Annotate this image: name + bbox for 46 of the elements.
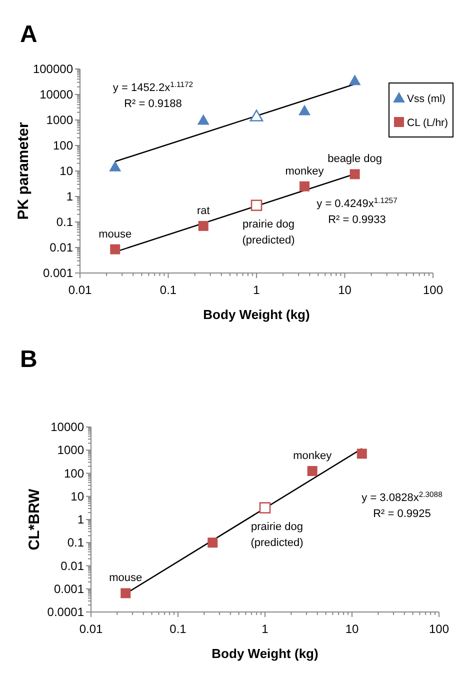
y-tick-label: 0.1	[67, 536, 84, 550]
x-tick-label: 100	[422, 283, 444, 297]
y-tick-label: 100000	[32, 62, 74, 76]
x-tick-label: 10	[338, 283, 352, 297]
y-tick-label: 0.001	[54, 582, 84, 596]
x-tick-label: 1	[253, 283, 260, 297]
y-tick-label: 10	[70, 489, 84, 504]
y-tick-label: 10000	[50, 420, 84, 434]
annotation: beagle dog	[328, 153, 382, 166]
annotation: prairie dog (predicted)	[250, 520, 304, 549]
y-tick-label: 0.01	[50, 240, 74, 254]
y-tick-label: 0.0001	[47, 605, 84, 619]
legend-label: CL (L/hr)	[407, 117, 448, 129]
y-tick-label: 1	[66, 190, 74, 204]
text: y = 0.4249x$^{1.1257}$ R² = 0.9933	[316, 196, 398, 226]
x-tick-label: 0.1	[160, 283, 177, 297]
x-tick-label: 0.01	[79, 622, 103, 636]
annotation: monkey	[293, 450, 332, 462]
x-tick-label: 1	[262, 622, 269, 636]
legend-label: Vss (ml)	[407, 93, 446, 105]
y-axis-title: PK parameter	[15, 122, 32, 220]
annotation: rat	[196, 204, 210, 217]
text: y = 1452.2x$^{1.1172}$ R² = 0.9188	[112, 80, 194, 110]
y-tick-label: 1	[77, 512, 84, 526]
x-tick-label: 10	[345, 622, 359, 636]
x-axis-title: Body Weight (kg)	[212, 646, 318, 661]
y-tick-label: 0.1	[56, 215, 74, 229]
y-tick-label: 1000	[57, 443, 84, 458]
annotation: mouse	[98, 228, 132, 240]
x-tick-label: 100	[428, 622, 450, 636]
y-axis-title: CL*BRW	[26, 488, 43, 550]
x-tick-label: 0.1	[170, 622, 187, 636]
y-tick-label: 100	[52, 138, 74, 152]
annotation: monkey	[285, 165, 324, 178]
chart-title: A	[20, 21, 38, 48]
y-tick-label: 10000	[40, 88, 74, 102]
text: y = 3.0828x$^{2.3088}$ R² = 0.9925	[362, 490, 442, 520]
y-tick-label: 0.01	[60, 558, 84, 573]
x-axis-title: Body Weight (kg)	[203, 307, 310, 322]
annotation: mouse	[109, 572, 142, 584]
y-tick-label: 0.001	[42, 266, 74, 280]
y-tick-label: 1000	[46, 113, 74, 127]
chart-title: B	[20, 346, 38, 373]
y-tick-label: 100	[64, 466, 84, 480]
annotation: prairie dog (predicted)	[242, 218, 295, 246]
y-tick-label: 10	[60, 164, 74, 178]
